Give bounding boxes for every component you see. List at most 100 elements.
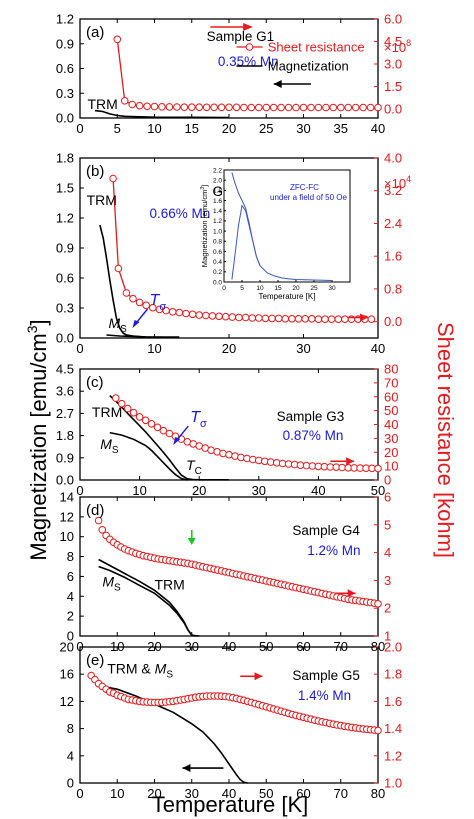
panel-a: 0 5 10 15 20 25 30 35 40 0.0 0.3 0.6 0.9 1.2 0.0 1.5 3.0…: [56, 12, 411, 137]
x-tick-label: 20: [192, 483, 206, 498]
data-point-sheet-resistance: [182, 309, 190, 318]
data-point-sheet-resistance: [322, 103, 330, 112]
data-point-sheet-resistance: [288, 315, 296, 323]
y-tick-label-right: 20: [384, 445, 398, 460]
data-point-sheet-resistance: [142, 301, 150, 310]
plot-frame: [79, 496, 379, 637]
data-point-sheet-resistance: [299, 103, 308, 112]
y-tick-label-right: 80: [384, 362, 398, 377]
x-tick-label: 40: [311, 483, 325, 498]
data-point-sheet-resistance: [237, 453, 245, 462]
y-tick-label-right: 10: [384, 459, 398, 474]
data-point-sheet-resistance: [247, 103, 256, 112]
inset-title-line: under a field of 50 Oe: [270, 193, 347, 202]
inset-y-tick-label: 1.4: [213, 208, 222, 215]
y-tick-label-left: 2: [67, 609, 74, 624]
x-tick-label: 60: [296, 786, 310, 801]
y-tick-label-left: 4: [67, 589, 74, 604]
x-axis-title: Temperature [K]: [152, 792, 309, 817]
x-tick-label: 40: [222, 786, 236, 801]
data-point-sheet-resistance: [235, 313, 243, 322]
inset-title-line: ZFC-FC: [290, 183, 319, 192]
data-point-sheet-resistance: [113, 35, 122, 44]
inset-y-tick-label: 0.2: [213, 269, 222, 276]
x-tick-label: 15: [185, 121, 199, 136]
data-point-sheet-resistance: [374, 726, 382, 735]
data-point-sheet-resistance: [153, 423, 162, 432]
data-point-sheet-resistance: [367, 315, 376, 324]
y-tick-label-right: 0.0: [384, 314, 402, 329]
x-tick-label: 0: [76, 341, 83, 356]
legend-arrow-left-head: [273, 80, 282, 88]
data-point-sheet-resistance: [314, 315, 323, 324]
mn-concentration: 0.87% Mn: [283, 428, 344, 443]
data-point-sheet-resistance: [321, 315, 329, 324]
data-point-sheet-resistance: [117, 399, 126, 408]
inset-y-tick-label: 1.0: [213, 228, 222, 235]
inset-plot: 0 5 10 15 20 25 30 0.0 0.2 0.4 0.6 0.8 1.0 1.2 1.4 1.6 1…: [200, 167, 351, 301]
axis-arrow-red-head: [254, 672, 263, 681]
y-tick-label-left: 0.9: [56, 36, 74, 51]
data-point-sheet-resistance: [225, 103, 233, 112]
inset-y-tick-label: 1.8: [213, 188, 222, 195]
data-point-sheet-resistance: [341, 315, 349, 324]
inset-y-tick-label: 1.2: [213, 218, 222, 225]
data-point-sheet-resistance: [337, 103, 345, 112]
panel-e: 0 10 20 30 40 50 60 70 80 0 4 8 12 16 20 1.0 1.2 1.4 1.6 1.…: [60, 640, 403, 802]
data-point-sheet-resistance: [240, 103, 248, 112]
y-tick-label-right: 1.2: [384, 748, 402, 763]
curve-label: TRM: [92, 404, 122, 420]
y-tick-label-right: 1.8: [384, 667, 402, 682]
panel-label: (a): [86, 24, 104, 41]
y-tick-label-left: 0.9: [56, 241, 74, 256]
x-tick-label: 10: [147, 121, 161, 136]
series-line-magnetization: [98, 685, 248, 784]
series-line-magnetization: [109, 431, 188, 481]
x-tick-label: 40: [371, 121, 385, 136]
x-tick-label: 0: [76, 786, 83, 801]
data-point-sheet-resistance: [195, 103, 203, 111]
y-tick-label-right: 6.0: [384, 12, 402, 27]
y-tick-label-right: 4.5: [384, 34, 402, 49]
data-point-sheet-resistance: [351, 103, 360, 112]
data-point-sheet-resistance: [269, 103, 278, 112]
y-tick-label-left: 0.0: [56, 111, 74, 126]
y-tick-label-right: 0.8: [384, 281, 402, 296]
data-point-sheet-resistance: [219, 449, 227, 458]
inset-y-tick-label: 0.8: [213, 239, 222, 246]
y-tick-label-right: 1.6: [384, 249, 402, 264]
data-point-sheet-resistance: [215, 312, 223, 321]
y-tick-label-left: 12: [60, 509, 74, 524]
y-tick-label-left: 0.3: [56, 86, 74, 101]
y-tick-label-right: 5: [384, 517, 391, 532]
inset-x-tick-label: 30: [328, 285, 336, 292]
data-point-sheet-resistance: [180, 103, 189, 111]
x-tick-label: 20: [222, 341, 236, 356]
x-tick-label: 0: [76, 483, 83, 498]
x-tick-label: 50: [371, 483, 385, 498]
sample-name: Sample G5: [292, 668, 360, 683]
y-tick-label-left: 0.0: [56, 331, 74, 346]
x-tick-label: 10: [110, 786, 124, 801]
legend-arrow-right-head: [243, 23, 253, 31]
data-point-sheet-resistance: [301, 315, 310, 323]
data-point-sheet-resistance: [112, 394, 120, 402]
y-tick-label-right: 40: [384, 417, 398, 432]
data-point-sheet-resistance: [294, 315, 303, 323]
data-point-sheet-resistance: [147, 420, 156, 428]
data-point-sheet-resistance: [149, 303, 157, 312]
data-point-sheet-resistance: [217, 103, 226, 112]
data-point-sheet-resistance: [141, 416, 150, 425]
data-point-sheet-resistance: [202, 311, 210, 320]
y-tick-label-right: 3.2: [384, 183, 402, 198]
annotation-arrowhead: [173, 437, 181, 446]
data-point-sheet-resistance: [254, 314, 263, 322]
y-tick-label-left: 6: [67, 569, 74, 584]
data-point-sheet-resistance: [135, 298, 144, 307]
axis-arrow-red-head: [347, 589, 356, 598]
curve-label: TRM: [155, 576, 185, 592]
data-point-sheet-resistance: [374, 103, 382, 112]
data-point-sheet-resistance: [374, 600, 382, 608]
x-tick-label: 0: [76, 121, 83, 136]
panel-c: 0 10 20 30 40 500.00.91.82.73.64.501020304050…: [56, 362, 399, 499]
